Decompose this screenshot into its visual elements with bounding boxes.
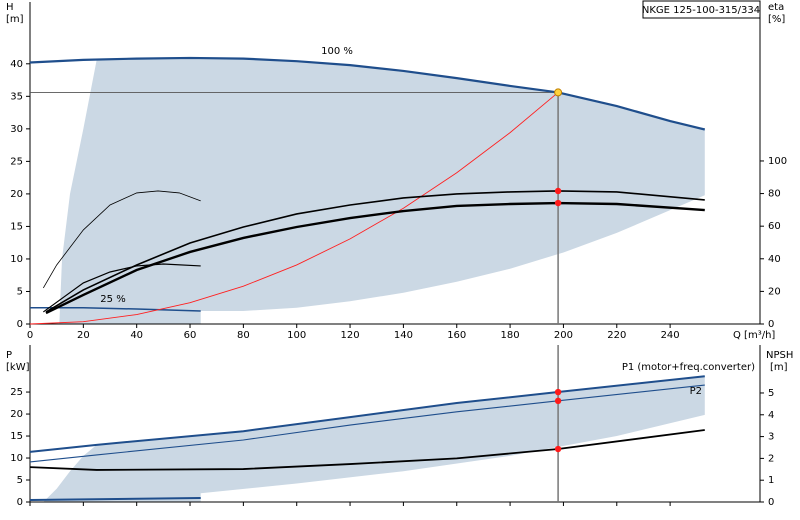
y-tick-label: 30 — [10, 124, 23, 135]
y2-tick-label: 40 — [768, 254, 781, 265]
duty-point — [554, 199, 562, 207]
y2-tick-label: 20 — [768, 286, 781, 297]
y2-tick-label: 4 — [768, 410, 774, 421]
duty-point — [554, 187, 562, 195]
x-tick-label: 200 — [554, 330, 573, 341]
annotation: P1 (motor+freq.converter) — [622, 362, 755, 373]
curve — [29, 497, 201, 502]
y2-unit: [m] — [770, 362, 788, 373]
duty-point — [554, 388, 562, 396]
x-tick-label: 80 — [237, 330, 250, 341]
y-tick-label: 20 — [10, 189, 23, 200]
x-tick-label: 240 — [661, 330, 680, 341]
x-tick-label: 60 — [184, 330, 197, 341]
curve — [42, 190, 201, 289]
x-tick-label: 20 — [77, 330, 90, 341]
annotation: 100 % — [321, 46, 353, 57]
operating-range — [59, 57, 705, 325]
y2-tick-label: 60 — [768, 221, 781, 232]
y-tick-label: 25 — [10, 156, 23, 167]
y-unit: [m] — [6, 14, 24, 25]
y2-tick-label: 5 — [768, 388, 774, 399]
x-tick-label: 40 — [130, 330, 143, 341]
y2-tick-label: 0 — [768, 319, 774, 330]
y2-tick-label: 1 — [768, 475, 774, 486]
x-tick-label: 120 — [341, 330, 360, 341]
y-tick-label: 35 — [10, 91, 23, 102]
duty-point — [554, 88, 563, 97]
x-tick-label: 180 — [501, 330, 520, 341]
curve — [29, 92, 559, 325]
x-label: Q [m³/h] — [733, 330, 775, 341]
y2-tick-label: 3 — [768, 432, 774, 443]
y2-tick-label: 100 — [768, 156, 787, 167]
y-tick-label: 15 — [10, 431, 23, 442]
curve — [29, 56, 706, 131]
y-tick-label: 10 — [10, 254, 23, 265]
y2-tick-label: 80 — [768, 189, 781, 200]
x-tick-label: 160 — [447, 330, 466, 341]
y-tick-label: 25 — [10, 387, 23, 398]
y-tick-label: 10 — [10, 453, 23, 464]
duty-point — [554, 397, 562, 405]
y-tick-label: 0 — [17, 497, 23, 508]
y-label: H — [6, 2, 14, 13]
y-label: P — [6, 350, 12, 361]
x-tick-label: 0 — [27, 330, 33, 341]
y-tick-label: 5 — [17, 286, 23, 297]
x-tick-label: 100 — [287, 330, 306, 341]
operating-range — [43, 376, 705, 502]
y-tick-label: 0 — [17, 319, 23, 330]
y2-unit: [%] — [768, 14, 785, 25]
y-tick-label: 20 — [10, 409, 23, 420]
annotation: 25 % — [100, 294, 125, 305]
y2-tick-label: 0 — [768, 497, 774, 508]
y-unit: [kW] — [6, 362, 30, 373]
y-tick-label: 15 — [10, 221, 23, 232]
annotation: P2 — [690, 386, 702, 397]
y-tick-label: 40 — [10, 59, 23, 70]
duty-point — [554, 445, 562, 453]
y2-tick-label: 2 — [768, 453, 774, 464]
x-tick-label: 140 — [394, 330, 413, 341]
curve — [42, 263, 201, 313]
y-tick-label: 5 — [17, 475, 23, 486]
chart-title: NKGE 125-100-315/334 — [642, 5, 760, 16]
x-tick-label: 220 — [607, 330, 626, 341]
y2-label: eta — [768, 2, 784, 13]
y2-label: NPSH — [766, 350, 793, 361]
